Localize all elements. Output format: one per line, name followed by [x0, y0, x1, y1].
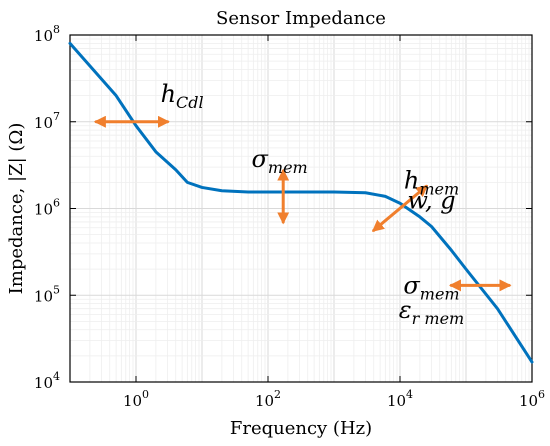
x-tick-label: 102: [255, 388, 281, 410]
x-tick-label: 104: [387, 388, 413, 410]
annotation-label: hmem: [404, 167, 459, 199]
y-tick-label: 104: [34, 370, 60, 392]
x-tick-label: 100: [123, 388, 149, 410]
grid: [69, 34, 533, 383]
x-axis-label: Frequency (Hz): [230, 418, 372, 439]
impedance-series-line: [68, 41, 534, 364]
y-axis-label: Impedance, |Z| (Ω): [6, 123, 27, 295]
series-group: [68, 41, 534, 364]
tick-labels: 100 102 104 106 104 105 106 107 108: [34, 23, 545, 410]
chart-title: Sensor Impedance: [216, 8, 386, 29]
annotation-arrows: [93, 115, 512, 292]
annotation-label: hCdl: [161, 80, 204, 112]
y-tick-label: 108: [34, 23, 60, 45]
y-tick-label: 105: [34, 283, 60, 305]
x-tick-label: 106: [519, 388, 545, 410]
annotation-arrow: [371, 184, 429, 232]
annotation-label: σmem: [403, 271, 459, 303]
y-tick-label: 106: [34, 197, 60, 219]
annotation-label: σmem: [252, 145, 308, 177]
annotation-label: εr mem: [399, 296, 464, 328]
y-tick-label: 107: [34, 110, 60, 132]
annotation-label: w, g: [407, 187, 455, 215]
